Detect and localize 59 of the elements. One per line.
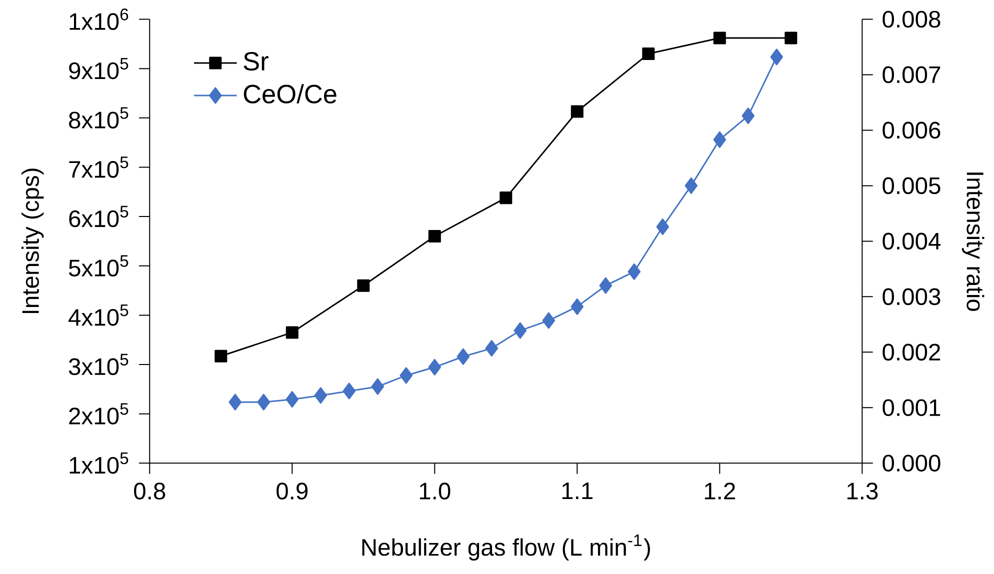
y2-axis-title: Intensity ratio [962, 172, 984, 312]
y2-tick-label: 0.000 [882, 454, 940, 472]
point [500, 192, 512, 204]
y-axis-title: Intensity (cps) [22, 168, 44, 314]
x-tick-label: 1.2 [704, 482, 736, 500]
point [257, 394, 270, 411]
point [456, 348, 470, 366]
y-tick-label: 1x10$^{5}$ [70, 452, 128, 474]
y-tick-label: 2x10$^{5}$ [69, 403, 128, 425]
y2-tick-label: 0.007 [882, 66, 940, 84]
point [314, 387, 328, 404]
y2-tick-label: 0.006 [882, 122, 940, 139]
legend-label: CeO/Ce [244, 84, 336, 104]
x-axis-title: Nebulizer gas flow (L min$^{-1}$) [362, 534, 650, 561]
point [428, 359, 442, 376]
point [371, 378, 384, 396]
x-tick-label: 1.0 [420, 482, 450, 500]
point [357, 280, 370, 292]
point [628, 264, 641, 280]
y-tick-label: 1x10$^{6}$ [70, 8, 128, 30]
point [570, 105, 584, 118]
point [770, 48, 784, 66]
x-tick-label: 1.1 [562, 482, 593, 500]
point [428, 230, 441, 243]
point [400, 367, 413, 384]
point [286, 391, 299, 408]
point [742, 108, 755, 124]
point [485, 340, 498, 357]
x-tick-label: 0.9 [276, 482, 308, 500]
point [228, 394, 242, 411]
point [713, 132, 726, 148]
legend-label: Sr [244, 52, 268, 71]
point [570, 298, 584, 316]
point [286, 326, 298, 339]
y2-tick-label: 0.003 [882, 288, 940, 306]
y-tick-label: 7x10$^{5}$ [69, 156, 128, 178]
y-tick-label: 5x10$^{5}$ [68, 255, 128, 277]
y2-tick-label: 0.001 [882, 399, 940, 416]
point [784, 32, 798, 44]
y-tick-label: 4x10$^{5}$ [68, 304, 128, 326]
y-tick-label: 3x10$^{5}$ [68, 354, 128, 376]
point [514, 322, 527, 340]
point [342, 382, 356, 400]
point [642, 48, 655, 60]
point [684, 178, 698, 194]
y-tick-label: 6x10$^{5}$ [69, 206, 128, 228]
point [656, 218, 670, 236]
y-tick-label: 8x10$^{5}$ [69, 107, 128, 129]
point [542, 312, 556, 330]
point [214, 350, 228, 363]
y2-tick-label: 0.004 [882, 232, 941, 250]
y-tick-label: 9x10$^{5}$ [69, 58, 128, 80]
point [713, 32, 726, 44]
x-tick-label: 1.3 [847, 482, 878, 500]
y2-tick-label: 0.008 [882, 11, 940, 28]
x-tick-label: 0.8 [134, 482, 166, 500]
point [599, 278, 612, 294]
y2-tick-label: 0.005 [882, 177, 940, 194]
y2-tick-label: 0.002 [882, 344, 940, 361]
